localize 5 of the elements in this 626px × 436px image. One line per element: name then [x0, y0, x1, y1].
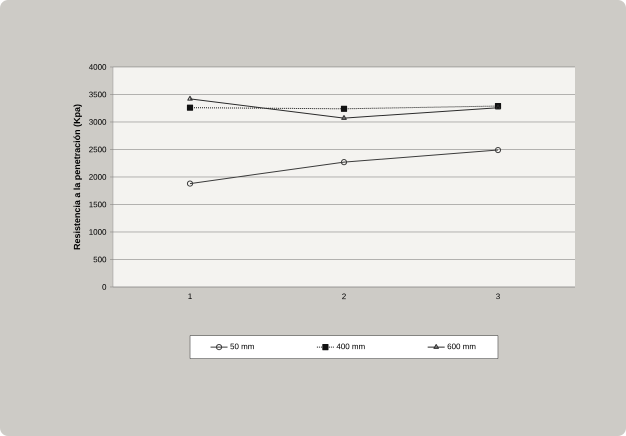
point [341, 115, 347, 120]
point [186, 104, 194, 111]
point [340, 159, 348, 166]
point [340, 106, 348, 112]
y-axis-title: Resistencia a la penetración (Kpa) [73, 104, 82, 250]
